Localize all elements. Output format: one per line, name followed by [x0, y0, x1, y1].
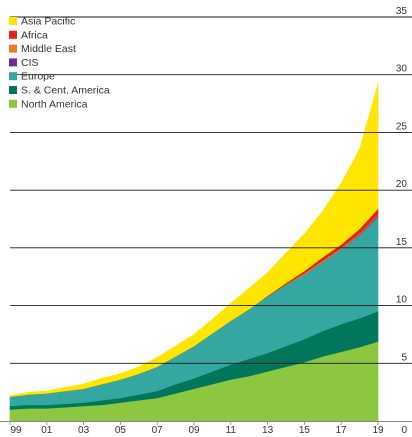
x-tick-label: 99: [10, 425, 22, 436]
y-tick-label: 30: [396, 64, 408, 75]
x-tick-label: 05: [115, 425, 127, 436]
legend-swatch-middle-east: [9, 44, 17, 53]
x-tick-label: 13: [262, 425, 274, 436]
legend-swatch-north-america: [9, 99, 17, 108]
legend-label-europe: Europe: [21, 71, 55, 83]
x-tick-label: 09: [188, 425, 200, 436]
legend-label-asia-pacific: Asia Pacific: [21, 16, 75, 28]
x-tick-label: 17: [336, 425, 348, 436]
y-tick-label: 5: [401, 352, 407, 363]
x-tick-label: 15: [299, 425, 311, 436]
legend-swatch-cis: [9, 58, 17, 67]
area-asia-pacific: [9, 83, 379, 398]
y-tick-label: 20: [396, 179, 408, 190]
y-tick-label: 35: [396, 6, 408, 17]
legend-swatch-s-cent-america: [9, 86, 17, 94]
x-tick-label: 07: [152, 425, 164, 436]
legend-label-africa: Africa: [21, 29, 48, 41]
legend-swatch-asia-pacific: [9, 17, 17, 25]
x-tick-label: 19: [372, 425, 384, 436]
legend-swatch-europe: [9, 72, 17, 81]
y-tick-label: 15: [396, 237, 408, 248]
y-tick-label: 10: [396, 295, 408, 306]
x-tick-label: 03: [78, 425, 90, 436]
legend-swatch-africa: [9, 30, 17, 39]
x-tick-label: 01: [41, 425, 53, 436]
legend-label-middle-east: Middle East: [21, 43, 76, 55]
legend-label-s-cent-america: S. & Cent. America: [21, 85, 110, 97]
legend-label-cis: CIS: [21, 57, 39, 69]
legend-label-north-america: North America: [21, 98, 88, 110]
y-tick-label: 25: [396, 121, 408, 132]
x-tick-label: 11: [226, 425, 237, 436]
y-tick-label: 0: [401, 425, 407, 436]
